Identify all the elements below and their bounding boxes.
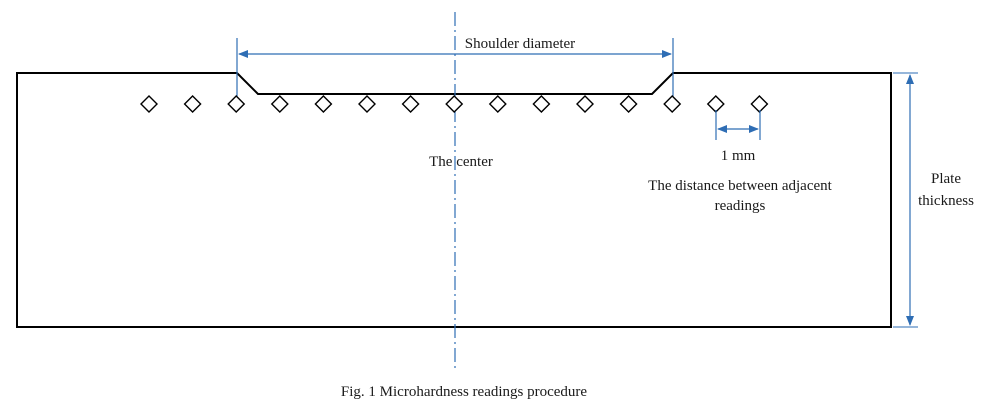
reading-indent	[706, 95, 725, 113]
reading-indent	[663, 95, 682, 113]
reading-indent	[314, 95, 333, 113]
spacing-label: 1 mm	[721, 148, 756, 164]
reading-indent	[532, 95, 551, 113]
plate-thickness-label-line1: Plate	[931, 171, 961, 187]
reading-indent	[270, 95, 289, 113]
reading-indent	[358, 95, 376, 113]
reading-indent	[619, 95, 638, 113]
distance-label-line2: readings	[715, 198, 766, 214]
reading-indent	[750, 95, 769, 113]
reading-indent	[183, 95, 202, 113]
reading-indent	[576, 95, 594, 113]
reading-indent	[401, 95, 420, 113]
reading-indent	[488, 95, 507, 113]
center-label: The center	[429, 154, 493, 170]
reading-indent	[140, 95, 158, 113]
figure-caption: Fig. 1 Microhardness readings procedure	[341, 384, 588, 400]
shoulder-diameter-label: Shoulder diameter	[465, 36, 575, 52]
readings-group	[140, 95, 769, 113]
distance-label-line1: The distance between adjacent	[648, 178, 832, 194]
reading-indent	[445, 95, 464, 113]
reading-indent	[227, 95, 246, 113]
plate-thickness-label-line2: thickness	[918, 193, 974, 209]
